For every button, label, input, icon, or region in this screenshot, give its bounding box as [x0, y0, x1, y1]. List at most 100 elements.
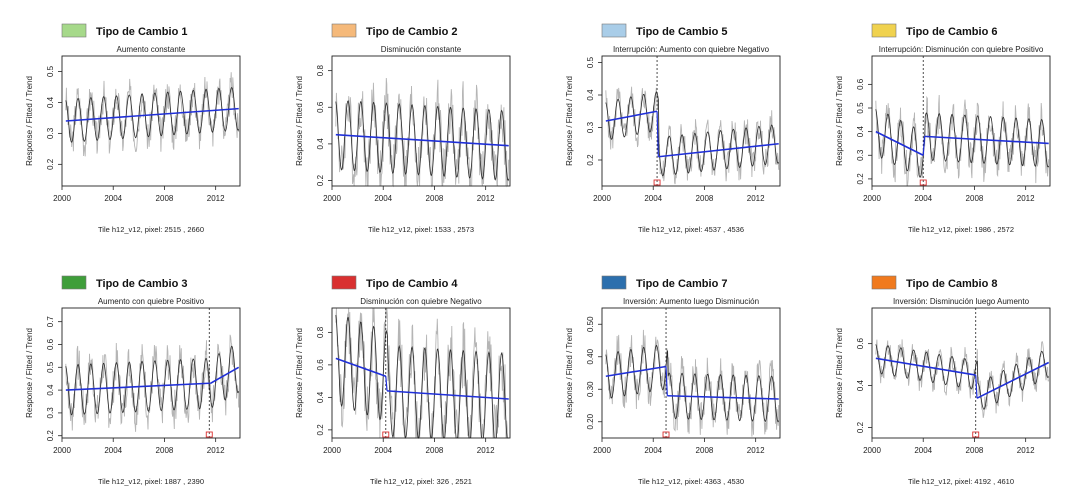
trend-break-connector — [922, 136, 926, 156]
y-tick-label: 0.5 — [46, 361, 55, 373]
y-tick-label: 0.8 — [316, 65, 325, 77]
series-response — [65, 334, 240, 432]
series-fitted — [335, 315, 509, 439]
panel-3: Tipo de Cambio 5 Interrupción: Aumento co… — [565, 23, 781, 234]
x-tick-label: 2008 — [966, 194, 984, 203]
y-axis-label: Response / Fitted / Trend — [295, 328, 304, 418]
y-tick-label: 0.4 — [316, 391, 325, 403]
series-fitted — [65, 345, 240, 416]
y-axis-label: Response / Fitted / Trend — [25, 328, 34, 418]
y-tick-label: 0.5 — [586, 56, 595, 68]
legend-swatch — [331, 23, 357, 38]
trend-line — [65, 382, 210, 391]
y-axis-label: Response / Fitted / Trend — [565, 328, 574, 418]
legend-title: Tipo de Cambio 7 — [636, 278, 727, 290]
series-fitted — [605, 91, 780, 177]
y-tick-label: 0.7 — [46, 316, 55, 328]
x-tick-label: 2000 — [863, 446, 881, 455]
x-tick-label: 2004 — [374, 446, 392, 455]
panel-caption: Tile h12_v12, pixel: 2515 , 2660 — [98, 225, 204, 234]
legend-title: Tipo de Cambio 4 — [366, 278, 458, 290]
panel-caption: Tile h12_v12, pixel: 1887 , 2390 — [98, 477, 204, 486]
break-marker — [205, 431, 213, 438]
x-tick-label: 2012 — [207, 446, 225, 455]
x-tick-label: 2004 — [374, 194, 392, 203]
panel-subtitle: Disminución constante — [381, 45, 462, 54]
break-marker — [919, 179, 927, 186]
panel-subtitle: Disminución con quiebre Negativo — [360, 297, 482, 306]
y-tick-label: 0.6 — [856, 78, 865, 90]
legend-swatch — [871, 23, 897, 38]
y-tick-label: 0.5 — [856, 102, 865, 114]
series-response — [875, 94, 1050, 187]
x-tick-label: 2012 — [477, 446, 495, 455]
x-tick-label: 2004 — [104, 446, 122, 455]
y-tick-label: 0.2 — [856, 173, 865, 185]
y-tick-label: 0.4 — [586, 89, 595, 101]
x-tick-label: 2012 — [1017, 446, 1035, 455]
x-tick-label: 2004 — [644, 446, 662, 455]
trend-line — [335, 133, 509, 147]
y-tick-label: 0.30 — [586, 381, 595, 397]
y-tick-label: 0.2 — [586, 154, 595, 166]
y-axis-label: Response / Fitted / Trend — [25, 76, 34, 166]
x-tick-label: 2000 — [323, 446, 341, 455]
x-tick-label: 2008 — [696, 446, 714, 455]
panel-2: Tipo de Cambio 2 Disminución constante Res… — [295, 23, 511, 234]
break-marker — [972, 431, 980, 438]
x-tick-label: 2012 — [1017, 194, 1035, 203]
x-tick-label: 2004 — [644, 194, 662, 203]
trend-line — [875, 130, 924, 156]
x-tick-label: 2000 — [593, 194, 611, 203]
y-tick-label: 0.4 — [856, 379, 865, 391]
panel-caption: Tile h12_v12, pixel: 1986 , 2572 — [908, 225, 1014, 234]
plot-frame — [601, 307, 781, 439]
x-tick-label: 2008 — [426, 194, 444, 203]
panel-caption: Tile h12_v12, pixel: 1533 , 2573 — [368, 225, 474, 234]
y-tick-label: 0.3 — [586, 121, 595, 133]
y-tick-label: 0.3 — [856, 149, 865, 161]
series-fitted — [875, 109, 1050, 178]
series-response — [605, 86, 780, 185]
x-tick-label: 2004 — [104, 194, 122, 203]
legend-title: Tipo de Cambio 8 — [906, 278, 997, 290]
panel-caption: Tile h12_v12, pixel: 4363 , 4530 — [638, 477, 744, 486]
legend-swatch — [601, 23, 627, 38]
y-tick-label: 0.2 — [316, 174, 325, 186]
panel-4: Tipo de Cambio 6 Interrupción: Disminució… — [835, 23, 1051, 234]
panel-caption: Tile h12_v12, pixel: 326 , 2521 — [370, 477, 472, 486]
x-tick-label: 2004 — [914, 194, 932, 203]
panel-5: Tipo de Cambio 3 Aumento con quiebre Posi… — [25, 275, 241, 486]
plot-frame — [331, 55, 511, 187]
legend-title: Tipo de Cambio 3 — [96, 278, 187, 290]
trend-line — [605, 365, 667, 378]
trend-line — [976, 361, 1050, 399]
trend-break-connector — [975, 375, 978, 399]
y-axis-label: Response / Fitted / Trend — [565, 76, 574, 166]
panel-8: Tipo de Cambio 8 Inversión: Disminución l… — [835, 275, 1051, 486]
panel-caption: Tile h12_v12, pixel: 4192 , 4610 — [908, 477, 1014, 486]
y-tick-label: 0.6 — [46, 338, 55, 350]
trend-line — [924, 135, 1049, 145]
legend-title: Tipo de Cambio 2 — [366, 26, 457, 38]
legend-swatch — [61, 275, 87, 290]
x-tick-label: 2012 — [747, 194, 765, 203]
legend-swatch — [601, 275, 627, 290]
x-tick-label: 2008 — [696, 194, 714, 203]
trend-line — [210, 366, 240, 384]
y-tick-label: 0.4 — [856, 126, 865, 138]
legend-swatch — [871, 275, 897, 290]
trend-line — [387, 390, 509, 400]
y-tick-label: 0.3 — [46, 127, 55, 139]
y-tick-label: 0.40 — [586, 348, 595, 364]
x-tick-label: 2000 — [863, 194, 881, 203]
y-axis-label: Response / Fitted / Trend — [295, 76, 304, 166]
trend-line — [65, 107, 239, 122]
panel-subtitle: Inversión: Aumento luego Disminución — [623, 297, 759, 306]
panel-subtitle: Interrupción: Disminución con quiebre Po… — [879, 45, 1044, 54]
x-tick-label: 2008 — [156, 446, 174, 455]
series-response — [65, 72, 240, 157]
x-tick-label: 2012 — [747, 446, 765, 455]
plot-frame — [601, 55, 781, 187]
y-tick-label: 0.2 — [316, 424, 325, 436]
